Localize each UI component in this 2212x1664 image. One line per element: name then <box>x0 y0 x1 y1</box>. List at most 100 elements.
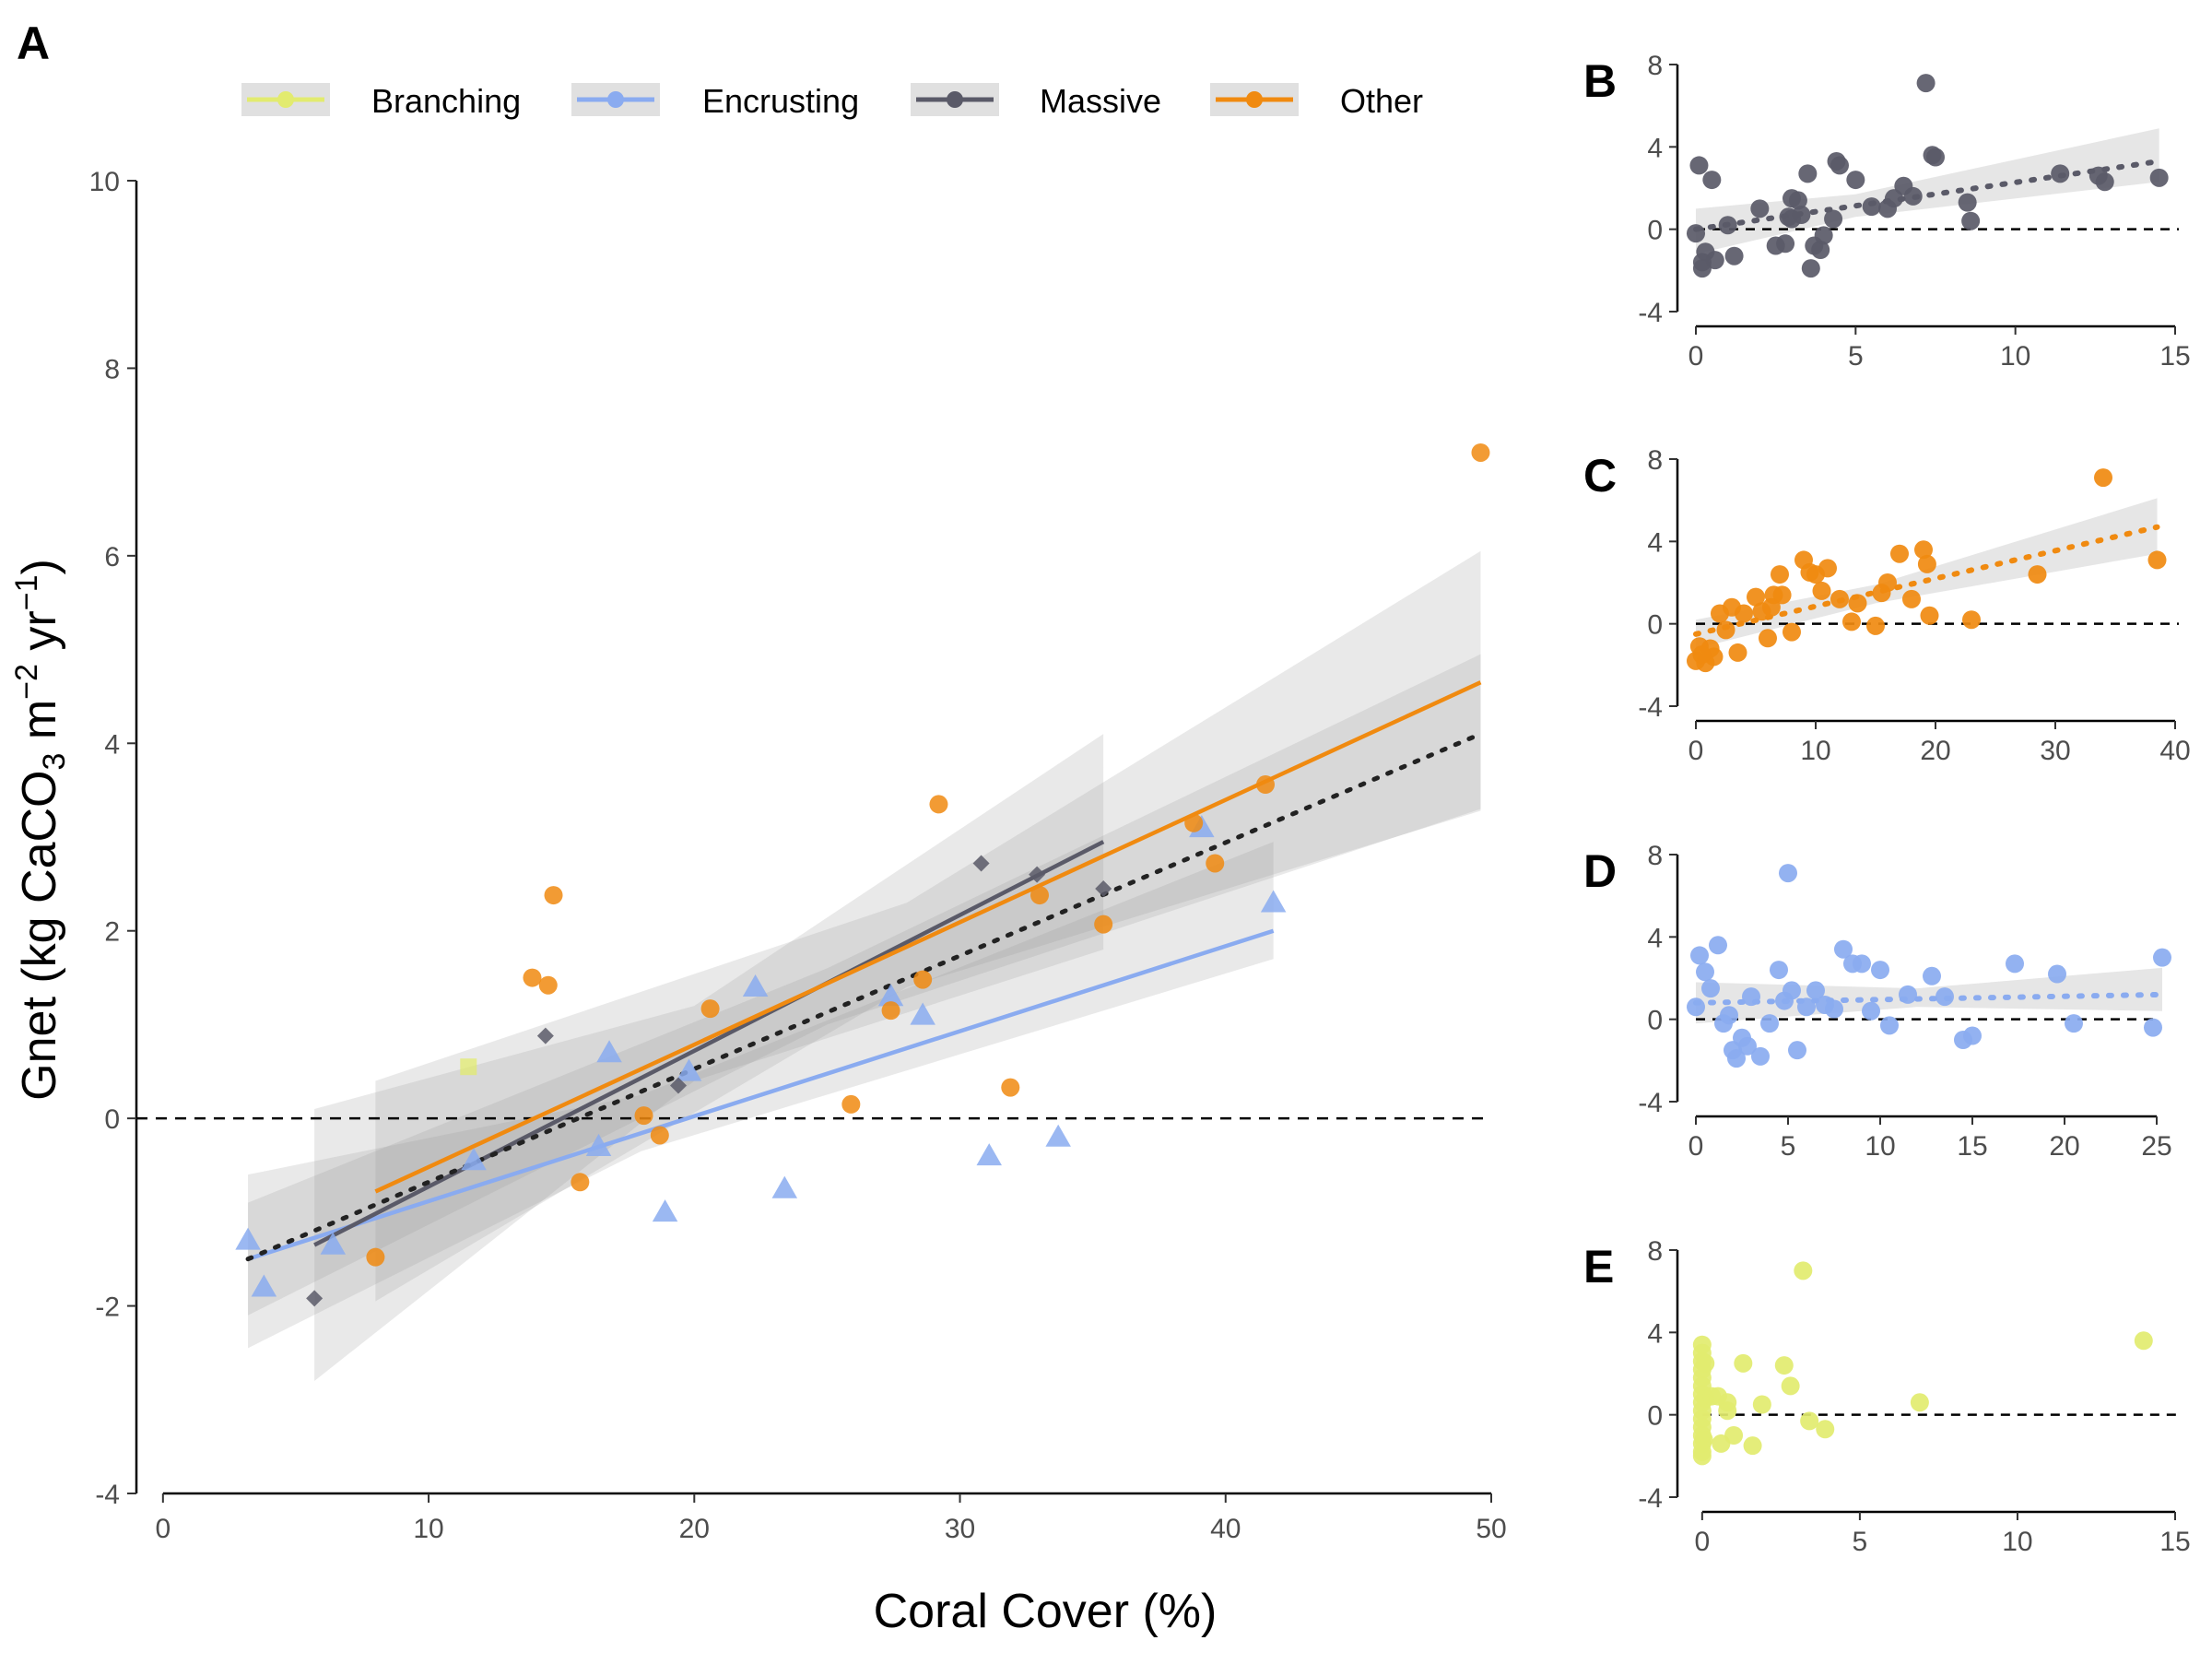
panel-e-point <box>1910 1393 1929 1412</box>
legend-key-encrusting-dot <box>607 91 624 108</box>
panel-a-point-other <box>1256 775 1275 795</box>
panel-c-x-tick-label: 40 <box>2159 736 2190 766</box>
panel-b-y-tick-label: -4 <box>1638 298 1663 328</box>
panel-e-point <box>1692 1446 1712 1466</box>
panel-d-point <box>2153 948 2171 967</box>
panel-a-point-encrusting <box>461 1148 487 1171</box>
legend-key-massive-dot <box>947 91 963 108</box>
panel-a-x-tick-label: 40 <box>1210 1514 1241 1544</box>
panel-b-point <box>1926 148 1945 167</box>
panel-d-point <box>1709 936 1727 955</box>
panel-a-fit-line-encrusting <box>247 928 1275 1261</box>
panel-d-point <box>1797 997 1816 1017</box>
panel-c-point <box>1920 606 1939 625</box>
panel-c-y-tick-label: -4 <box>1638 692 1663 723</box>
panel-c-y-tick-label: 4 <box>1647 527 1663 558</box>
panel-d-y-tick-label: 0 <box>1647 1006 1663 1036</box>
panel-b-y-tick-label: 0 <box>1647 216 1663 246</box>
panel-a-point-encrusting <box>877 984 904 1007</box>
panel-e-point <box>1816 1420 1835 1439</box>
panel-a-y-tick-label: 4 <box>104 729 120 760</box>
y-axis-title-subscript: 3 <box>37 753 72 771</box>
panel-a-point-other <box>1001 1078 1020 1097</box>
panel-b: -4 0 4 8 0 5 10 15 <box>1638 51 2190 372</box>
panel-b-x-tick-label: 15 <box>2159 341 2190 372</box>
panel-c-point <box>2147 550 2167 570</box>
panel-d-point <box>2065 1014 2083 1033</box>
panel-b-y-tick-label: 8 <box>1647 51 1663 81</box>
panel-c-point <box>1962 610 1981 630</box>
panel-a-point-encrusting <box>251 1274 277 1297</box>
panel-b-point <box>1903 186 1923 206</box>
panel-b-point <box>1958 193 1977 212</box>
panel-d-point <box>1720 1006 1738 1025</box>
panel-d-point <box>1923 966 1941 985</box>
panel-c-point <box>1890 544 1909 563</box>
legend: Branching Encrusting Massive Other <box>241 82 1423 120</box>
panel-d: -4 0 4 8 0 5 10 15 20 25 <box>1638 841 2171 1162</box>
panel-d-point <box>1783 981 1801 1000</box>
panel-d-point <box>1871 961 1889 980</box>
panel-e-point <box>1694 1430 1713 1449</box>
panel-c: -4 0 4 8 0 10 20 30 40 <box>1638 445 2190 766</box>
panel-c-point <box>1842 612 1861 631</box>
panel-a-fit-line-other <box>374 680 1482 1194</box>
panel-a-point-massive <box>1095 879 1112 897</box>
panel-a-y-tick-label: -2 <box>95 1292 120 1323</box>
panel-d-x-tick-label: 25 <box>2141 1131 2171 1162</box>
panel-a-point-other <box>841 1094 861 1114</box>
panel-a-point-encrusting <box>1260 890 1287 913</box>
panel-e-point <box>1718 1401 1737 1421</box>
panel-letter-c: C <box>1583 450 1617 502</box>
panel-c-point <box>1818 559 1837 578</box>
y-axis-title-part-2: m <box>13 700 66 753</box>
panel-e-point <box>1724 1426 1744 1445</box>
panel-c-point <box>2028 565 2047 584</box>
panel-a: -4 -2 0 2 4 6 8 10 0 10 20 30 40 50 <box>89 167 1507 1544</box>
panel-c-point <box>1735 604 1753 623</box>
panel-c-point <box>1812 581 1831 600</box>
panel-a-y-tick-label: 0 <box>104 1104 120 1135</box>
panel-d-point <box>1696 962 1714 982</box>
panel-b-point <box>1692 259 1712 278</box>
panel-a-ci-band-massive <box>314 734 1104 1381</box>
panel-e-point <box>2134 1331 2153 1351</box>
panel-a-point-encrusting <box>596 1040 622 1063</box>
panel-a-point-other <box>929 795 948 814</box>
panel-e-x-tick-label: 15 <box>2159 1527 2190 1557</box>
panel-c-point <box>1878 573 1897 592</box>
panel-b-point <box>1814 226 1833 245</box>
panel-a-x-tick-label: 30 <box>945 1514 975 1544</box>
panel-c-point <box>1759 629 1777 648</box>
panel-b-point <box>1687 224 1705 243</box>
panel-b-point <box>1811 241 1830 259</box>
legend-label-massive: Massive <box>1040 82 1161 120</box>
panel-a-fit-line-overall <box>245 731 1483 1262</box>
panel-c-y-tick-label: 8 <box>1647 445 1663 476</box>
panel-a-point-other <box>366 1247 385 1267</box>
panel-letter-d: D <box>1583 845 1617 897</box>
panel-e-y-tick-label: -4 <box>1638 1483 1663 1514</box>
panel-a-point-massive <box>670 1077 687 1094</box>
panel-c-point <box>1771 565 1789 584</box>
panel-d-point <box>2048 964 2066 984</box>
panel-d-point <box>1788 1041 1806 1060</box>
panel-a-point-encrusting <box>771 1175 798 1198</box>
panel-d-point <box>1936 987 1954 1007</box>
panel-d-point <box>1690 946 1709 965</box>
panel-b-ci-band <box>1696 128 2159 254</box>
panel-a-point-massive <box>536 1027 554 1044</box>
panel-b-point <box>1689 156 1709 175</box>
panel-b-point <box>1788 191 1807 210</box>
panel-d-point <box>1899 985 1917 1004</box>
panel-d-point <box>1760 1014 1779 1033</box>
panel-b-point <box>1702 171 1722 190</box>
legend-key-other-dot <box>1246 91 1263 108</box>
panel-b-point <box>1750 199 1770 218</box>
panel-b-point <box>1830 156 1849 175</box>
panel-b-point <box>1783 209 1801 229</box>
panel-b-y-tick-label: 4 <box>1647 133 1663 163</box>
y-axis-title-superscript-2: −1 <box>9 575 44 611</box>
